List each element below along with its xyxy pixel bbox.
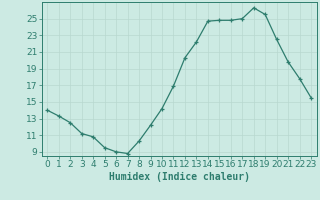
X-axis label: Humidex (Indice chaleur): Humidex (Indice chaleur) — [109, 172, 250, 182]
